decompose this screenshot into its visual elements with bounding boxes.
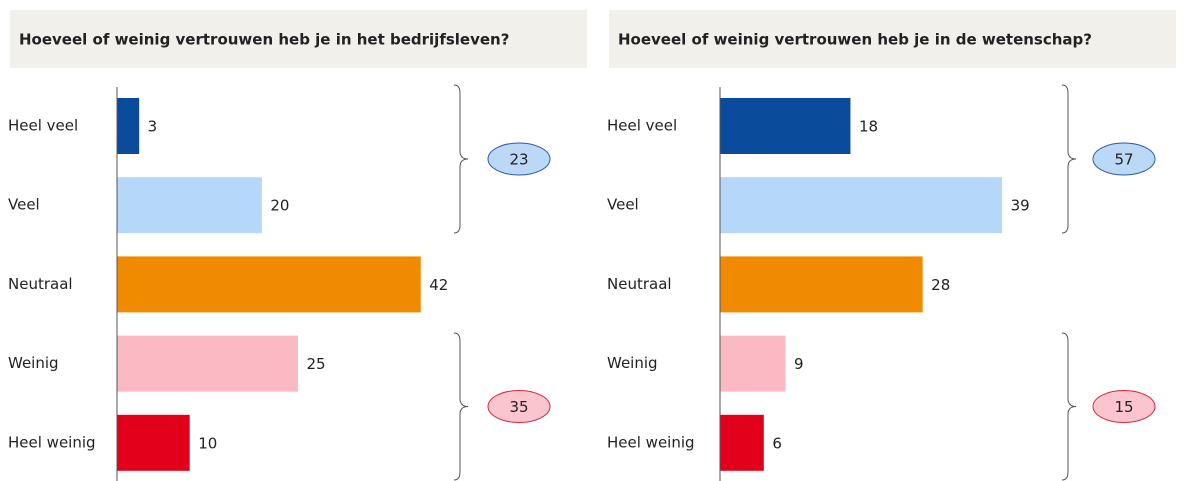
group-total-oval <box>487 390 551 423</box>
value-label: 18 <box>859 118 878 136</box>
value-label: 42 <box>429 276 448 294</box>
value-label: 20 <box>270 197 289 215</box>
value-label: 9 <box>794 355 804 373</box>
value-label: 28 <box>931 276 950 294</box>
chart-title: Hoeveel of weinig vertrouwen heb je in h… <box>19 31 509 49</box>
category-label: Heel veel <box>8 117 78 135</box>
group-total-label: 23 <box>509 151 528 169</box>
value-label: 25 <box>307 355 326 373</box>
title-box <box>609 10 1176 68</box>
group-total-oval <box>487 142 551 176</box>
group-total-label: 35 <box>509 398 528 416</box>
group-total-label: 57 <box>1114 151 1133 169</box>
category-label: Heel weinig <box>8 433 96 451</box>
category-label: Weinig <box>8 354 59 372</box>
category-label: Weinig <box>607 354 658 372</box>
category-label: Veel <box>8 196 40 214</box>
bar <box>720 256 923 313</box>
category-label: Neutraal <box>8 275 73 293</box>
value-label: 39 <box>1011 197 1030 215</box>
bar <box>117 256 421 313</box>
value-label: 3 <box>148 118 158 136</box>
group-total-oval <box>1092 390 1156 423</box>
category-label: Neutraal <box>607 275 672 293</box>
bracket <box>453 332 469 481</box>
title-box <box>10 10 587 68</box>
bar <box>720 98 851 154</box>
bar <box>117 335 298 392</box>
bar <box>117 414 190 471</box>
bracket <box>1061 84 1077 234</box>
group-total-label: 15 <box>1114 398 1133 416</box>
chart-title: Hoeveel of weinig vertrouwen heb je in d… <box>618 31 1092 49</box>
bar <box>117 98 140 154</box>
value-label: 6 <box>772 434 782 452</box>
category-label: Veel <box>607 196 639 214</box>
bar <box>117 177 262 234</box>
group-total-oval <box>1092 142 1156 176</box>
bar <box>720 414 764 471</box>
bracket <box>1061 332 1077 481</box>
bracket <box>453 84 469 234</box>
bar <box>720 335 786 392</box>
category-label: Heel veel <box>607 117 677 135</box>
value-label: 10 <box>198 434 217 452</box>
bar <box>720 177 1003 234</box>
category-label: Heel weinig <box>607 433 695 451</box>
